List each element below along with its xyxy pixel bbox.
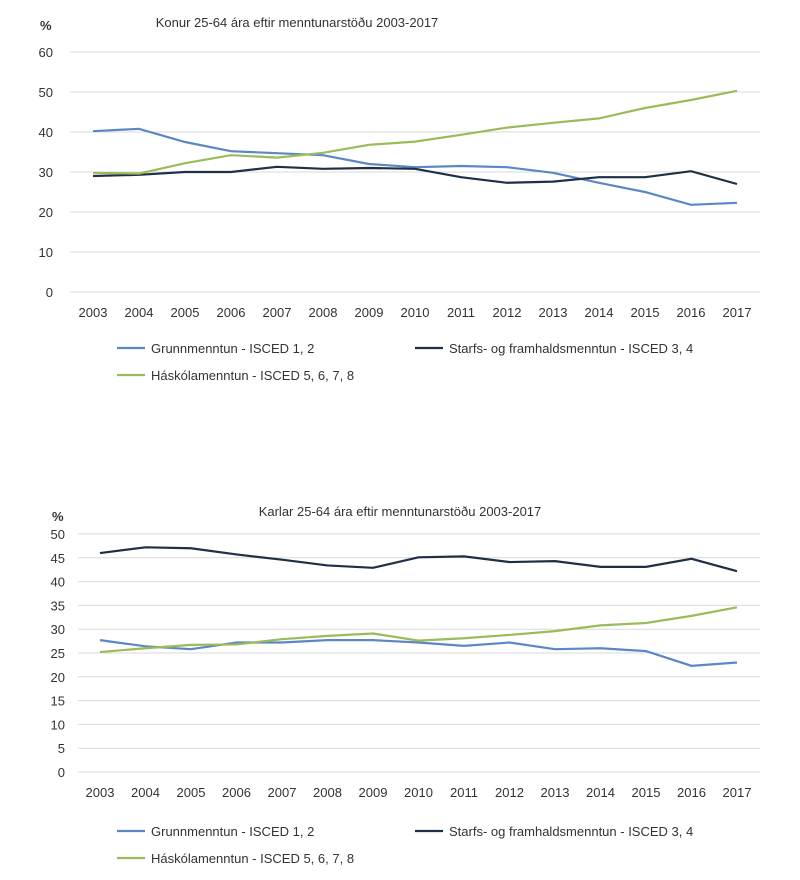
y-tick-label: 50: [39, 85, 53, 100]
x-tick-label: 2014: [585, 305, 614, 320]
series-line-grunn: [92, 127, 738, 206]
x-tick-label: 2013: [541, 785, 570, 800]
legend-label-starfs: Starfs- og framhaldsmenntun - ISCED 3, 4: [449, 341, 693, 356]
x-tick-label: 2015: [631, 305, 660, 320]
x-tick-label: 2009: [359, 785, 388, 800]
legend-label-haskola: Háskólamenntun - ISCED 5, 6, 7, 8: [151, 368, 354, 383]
y-tick-label: 45: [51, 551, 65, 566]
x-tick-label: 2006: [217, 305, 246, 320]
x-tick-label: 2015: [632, 785, 661, 800]
y-tick-label: 10: [51, 717, 65, 732]
y-tick-label: 0: [58, 765, 65, 780]
x-tick-label: 2003: [86, 785, 115, 800]
x-tick-label: 2011: [447, 305, 475, 320]
y-tick-label: 60: [39, 45, 53, 60]
x-tick-label: 2013: [539, 305, 568, 320]
y-axis-unit: %: [52, 509, 64, 524]
x-tick-label: 2007: [268, 785, 297, 800]
x-tick-label: 2012: [493, 305, 522, 320]
x-tick-label: 2003: [79, 305, 108, 320]
y-tick-label: 40: [51, 575, 65, 590]
series-line-starfs: [99, 546, 738, 573]
x-tick-label: 2005: [177, 785, 206, 800]
legend-label-grunn: Grunnmenntun - ISCED 1, 2: [151, 341, 314, 356]
x-tick-label: 2007: [263, 305, 292, 320]
x-tick-label: 2011: [450, 785, 478, 800]
y-tick-label: 40: [39, 125, 53, 140]
legend-label-grunn: Grunnmenntun - ISCED 1, 2: [151, 824, 314, 839]
x-tick-label: 2004: [125, 305, 154, 320]
y-tick-label: 30: [51, 622, 65, 637]
x-tick-label: 2009: [355, 305, 384, 320]
y-tick-label: 15: [51, 694, 65, 709]
x-tick-label: 2012: [495, 785, 524, 800]
x-tick-label: 2014: [586, 785, 615, 800]
legend-label-haskola: Háskólamenntun - ISCED 5, 6, 7, 8: [151, 851, 354, 866]
x-tick-label: 2017: [723, 785, 752, 800]
x-tick-label: 2016: [677, 305, 706, 320]
y-axis-unit: %: [40, 18, 52, 33]
x-tick-label: 2006: [222, 785, 251, 800]
y-tick-label: 35: [51, 598, 65, 613]
y-tick-label: 20: [51, 670, 65, 685]
x-tick-label: 2004: [131, 785, 160, 800]
x-tick-label: 2010: [404, 785, 433, 800]
series-line-starfs: [92, 165, 738, 186]
chart-title: Konur 25-64 ára eftir menntunarstöðu 200…: [156, 15, 439, 30]
x-tick-label: 2005: [171, 305, 200, 320]
chart-title: Karlar 25-64 ára eftir menntunarstöðu 20…: [259, 504, 542, 519]
y-tick-label: 30: [39, 165, 53, 180]
y-tick-label: 25: [51, 646, 65, 661]
legend-label-starfs: Starfs- og framhaldsmenntun - ISCED 3, 4: [449, 824, 693, 839]
y-tick-label: 0: [46, 285, 53, 300]
x-tick-label: 2010: [401, 305, 430, 320]
x-tick-label: 2008: [309, 305, 338, 320]
x-tick-label: 2016: [677, 785, 706, 800]
x-tick-label: 2008: [313, 785, 342, 800]
y-tick-label: 20: [39, 205, 53, 220]
y-tick-label: 5: [58, 741, 65, 756]
x-tick-label: 2017: [723, 305, 752, 320]
y-tick-label: 10: [39, 245, 53, 260]
y-tick-label: 50: [51, 527, 65, 542]
